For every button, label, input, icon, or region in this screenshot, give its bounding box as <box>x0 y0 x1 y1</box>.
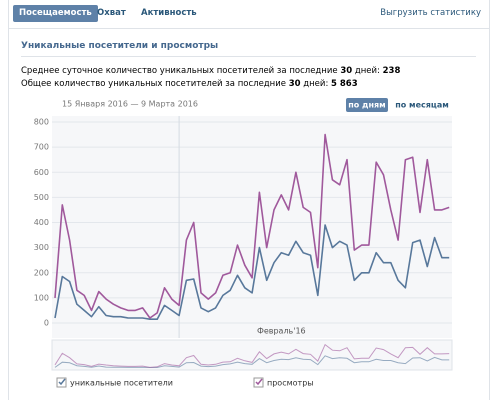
tab[interactable]: Охват <box>97 8 126 18</box>
stat-period: 30 <box>340 66 353 76</box>
stat-text: Общее количество уникальных посетителей … <box>21 79 286 89</box>
y-tick-label: 800 <box>34 118 49 127</box>
y-tick-label: 100 <box>34 293 49 302</box>
navigator-line <box>54 355 450 368</box>
tab[interactable]: Активность <box>141 8 197 18</box>
series-line <box>54 224 450 320</box>
navigator-line <box>54 343 450 368</box>
y-tick-label: 200 <box>34 268 49 277</box>
series-line <box>54 133 450 319</box>
date-range: 15 Января 2016 — 9 Марта 2016 <box>62 100 198 109</box>
legend-label: просмотры <box>267 379 314 388</box>
stat-line: Общее количество уникальных посетителей … <box>21 79 358 89</box>
stat-value: 5 863 <box>331 79 358 89</box>
y-tick-label: 700 <box>34 143 49 152</box>
legend-check <box>255 378 263 386</box>
stat-value: 238 <box>382 66 401 76</box>
plot-area <box>52 116 452 338</box>
tab[interactable]: Посещаемость <box>13 5 98 22</box>
tab-bar: Посещаемость Охват Активность Выгрузить … <box>9 0 489 29</box>
frame: Посещаемость Охват Активность Выгрузить … <box>8 0 490 400</box>
y-tick-label: 600 <box>34 168 49 177</box>
section-title: Уникальные посетители и просмотры <box>21 41 476 57</box>
navigator <box>51 339 453 371</box>
stat-text: дней: <box>354 66 380 76</box>
stat-line: Среднее суточное количество уникальных п… <box>21 66 400 76</box>
y-tick-label: 400 <box>34 218 49 227</box>
view-button[interactable]: по дням <box>348 101 385 110</box>
stat-text: Среднее суточное количество уникальных п… <box>21 66 338 76</box>
x-tick-label: Февраль'16 <box>257 327 306 336</box>
legend-check <box>58 378 66 386</box>
stat-text: дней: <box>303 79 329 89</box>
view-button-bg[interactable] <box>346 98 388 112</box>
y-tick-label: 300 <box>34 243 49 252</box>
legend-label: уникальные посетители <box>70 379 173 388</box>
export-link[interactable]: Выгрузить статистику <box>380 8 481 18</box>
stat-period: 30 <box>288 79 301 89</box>
y-tick-label: 0 <box>44 319 49 328</box>
y-tick-label: 500 <box>34 193 49 202</box>
view-button[interactable]: по месяцам <box>395 101 449 110</box>
